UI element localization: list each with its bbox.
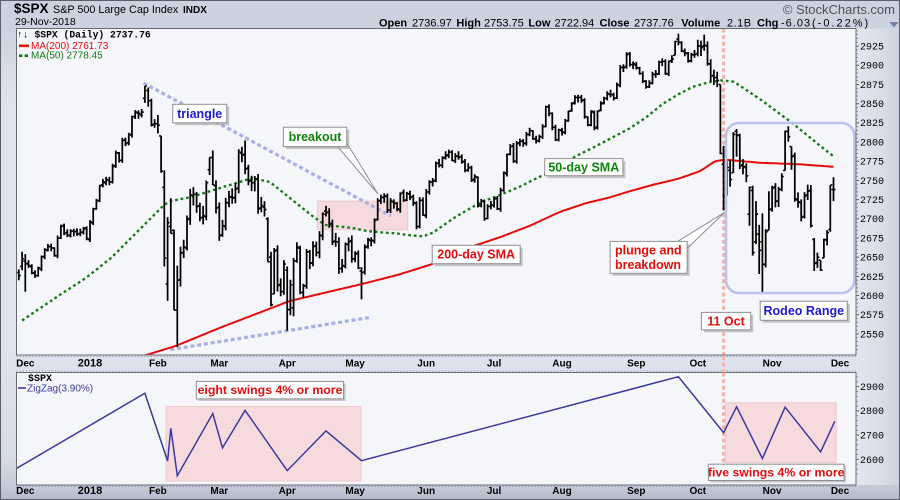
svg-text:Rodeo Range: Rodeo Range bbox=[764, 304, 845, 318]
svg-text:2800: 2800 bbox=[860, 138, 884, 149]
svg-text:$SPX: $SPX bbox=[14, 1, 49, 16]
svg-text:Nov: Nov bbox=[763, 486, 782, 497]
svg-text:Close: Close bbox=[600, 17, 630, 29]
svg-text:Jun: Jun bbox=[417, 486, 435, 497]
svg-text:triangle: triangle bbox=[177, 107, 222, 121]
svg-text:2018: 2018 bbox=[78, 485, 102, 497]
svg-text:Sep: Sep bbox=[627, 486, 645, 497]
svg-text:2018: 2018 bbox=[78, 358, 102, 370]
svg-text:Dec: Dec bbox=[831, 486, 850, 497]
svg-text:ZigZag(3.90%): ZigZag(3.90%) bbox=[27, 383, 93, 394]
svg-text:2675: 2675 bbox=[860, 234, 884, 245]
svg-text:INDX: INDX bbox=[183, 5, 207, 16]
svg-text:2925: 2925 bbox=[860, 43, 884, 54]
svg-text:200-day SMA: 200-day SMA bbox=[437, 248, 515, 262]
svg-text:Nov: Nov bbox=[763, 359, 782, 370]
svg-text:2.1B: 2.1B bbox=[727, 17, 752, 29]
svg-text:Feb: Feb bbox=[149, 359, 167, 370]
svg-text:2775: 2775 bbox=[860, 158, 884, 169]
svg-text:$SPX: $SPX bbox=[28, 373, 52, 385]
svg-text:2600: 2600 bbox=[860, 292, 884, 303]
svg-text:breakout: breakout bbox=[289, 130, 343, 144]
svg-text:2736.97: 2736.97 bbox=[412, 17, 452, 29]
svg-text:2550: 2550 bbox=[860, 330, 884, 341]
svg-text:S&P 500 Large Cap Index: S&P 500 Large Cap Index bbox=[53, 4, 179, 16]
svg-text:-6.03: -6.03 bbox=[781, 17, 811, 29]
svg-text:High: High bbox=[456, 17, 481, 29]
svg-text:2850: 2850 bbox=[860, 100, 884, 111]
svg-text:(-0.22%): (-0.22%) bbox=[812, 17, 870, 29]
svg-text:Mar: Mar bbox=[210, 359, 228, 370]
svg-text:Dec: Dec bbox=[16, 486, 35, 497]
svg-text:Oct: Oct bbox=[689, 359, 706, 370]
svg-text:2722.94: 2722.94 bbox=[555, 17, 595, 29]
svg-text:Dec: Dec bbox=[16, 359, 35, 370]
svg-text:2875: 2875 bbox=[860, 81, 884, 92]
svg-text:2825: 2825 bbox=[860, 119, 884, 130]
svg-text:Oct: Oct bbox=[689, 486, 706, 497]
svg-text:Open: Open bbox=[379, 17, 407, 29]
svg-text:Jun: Jun bbox=[417, 359, 435, 370]
svg-text:Aug: Aug bbox=[552, 359, 571, 370]
svg-text:Apr: Apr bbox=[279, 359, 296, 370]
svg-text:2700: 2700 bbox=[860, 432, 884, 443]
svg-text:Dec: Dec bbox=[831, 359, 850, 370]
svg-text:May: May bbox=[345, 359, 365, 370]
svg-text:2900: 2900 bbox=[860, 62, 884, 73]
svg-text:2737.76: 2737.76 bbox=[634, 17, 674, 29]
svg-text:↑↓ $SPX (Daily) 2737.76: ↑↓ $SPX (Daily) 2737.76 bbox=[17, 29, 151, 40]
svg-text:2600: 2600 bbox=[860, 456, 884, 467]
svg-text:2650: 2650 bbox=[860, 254, 884, 265]
svg-text:2800: 2800 bbox=[860, 407, 884, 418]
svg-text:Mar: Mar bbox=[210, 486, 228, 497]
svg-text:2753.75: 2753.75 bbox=[484, 17, 524, 29]
svg-text:eight swings 4% or more: eight swings 4% or more bbox=[198, 383, 343, 397]
svg-text:plunge and: plunge and bbox=[615, 244, 682, 258]
svg-text:© StockCharts.com: © StockCharts.com bbox=[783, 2, 895, 17]
svg-text:2900: 2900 bbox=[860, 383, 884, 394]
svg-text:2750: 2750 bbox=[860, 177, 884, 188]
svg-text:MA(200) 2761.73: MA(200) 2761.73 bbox=[31, 41, 109, 52]
svg-text:MA(50) 2778.45: MA(50) 2778.45 bbox=[31, 50, 103, 61]
svg-text:breakdown: breakdown bbox=[615, 258, 681, 272]
svg-text:2575: 2575 bbox=[860, 311, 884, 322]
svg-text:Apr: Apr bbox=[279, 486, 296, 497]
svg-text:2625: 2625 bbox=[860, 273, 884, 284]
svg-text:Jul: Jul bbox=[487, 359, 502, 370]
svg-text:Low: Low bbox=[528, 17, 550, 29]
svg-text:Jul: Jul bbox=[487, 486, 502, 497]
svg-text:five swings 4% or more: five swings 4% or more bbox=[708, 465, 845, 479]
svg-text:2725: 2725 bbox=[860, 196, 884, 207]
svg-text:Sep: Sep bbox=[627, 359, 645, 370]
svg-text:May: May bbox=[345, 486, 365, 497]
svg-text:Feb: Feb bbox=[149, 486, 167, 497]
svg-text:2700: 2700 bbox=[860, 215, 884, 226]
svg-text:Aug: Aug bbox=[552, 486, 571, 497]
svg-text:11 Oct: 11 Oct bbox=[707, 314, 745, 328]
svg-text:29-Nov-2018: 29-Nov-2018 bbox=[15, 16, 76, 28]
svg-text:Chg: Chg bbox=[757, 17, 778, 29]
svg-text:Volume: Volume bbox=[681, 17, 720, 29]
svg-text:50-day SMA: 50-day SMA bbox=[548, 160, 619, 174]
